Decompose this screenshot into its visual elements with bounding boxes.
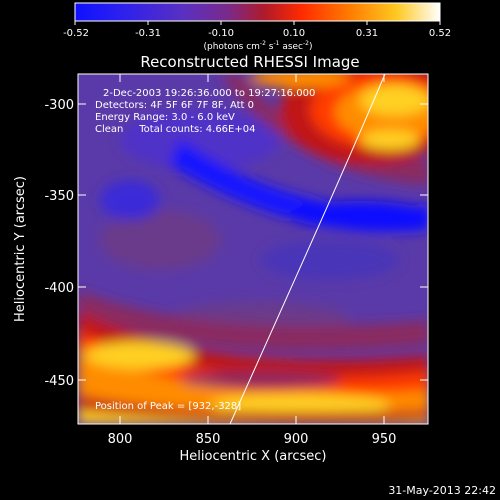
colorbar-tick-label: 0.31 bbox=[356, 28, 378, 39]
colorbar-ticks bbox=[74, 21, 441, 25]
footer-timestamp: 31-May-2013 22:42 bbox=[388, 484, 496, 497]
colorbar-tick-label: 0.52 bbox=[429, 28, 451, 39]
colorbar-tick-label: -0.52 bbox=[63, 28, 89, 39]
solar-limb-line bbox=[229, 74, 386, 424]
info-line-energy: Energy Range: 3.0 - 6.0 keV bbox=[95, 112, 235, 123]
rhessi-image bbox=[78, 74, 428, 424]
colorbar: -0.52 -0.31 -0.10 0.10 0.31 0.52 (photon… bbox=[63, 2, 451, 52]
info-line-time: 2-Dec-2003 19:26:36.000 to 19:27:16.000 bbox=[103, 88, 315, 99]
y-tick-label: -400 bbox=[44, 281, 74, 296]
plot-title: Reconstructed RHESSI Image bbox=[140, 53, 359, 71]
y-tick-label: -450 bbox=[44, 374, 74, 389]
colorbar-tick-label: -0.31 bbox=[135, 28, 161, 39]
colorbar-tick-label: -0.10 bbox=[208, 28, 234, 39]
colorbar-gradient bbox=[74, 2, 441, 22]
plot-frame bbox=[77, 73, 429, 425]
info-line-counts: Clean Total counts: 4.66E+04 bbox=[95, 124, 255, 135]
x-tick-label: 850 bbox=[196, 432, 221, 447]
colorbar-units: (photons cm-2 s-1 asec-2) bbox=[203, 40, 312, 52]
y-tick-label: -300 bbox=[44, 98, 74, 113]
peak-position-label: Position of Peak = [932,-328] bbox=[95, 401, 241, 412]
x-tick-label: 950 bbox=[372, 432, 397, 447]
y-axis-label: Heliocentric Y (arcsec) bbox=[13, 176, 28, 322]
colorbar-tick-label: 0.10 bbox=[283, 28, 305, 39]
info-line-detectors: Detectors: 4F 5F 6F 7F 8F, Att 0 bbox=[95, 100, 254, 111]
y-tick-label: -350 bbox=[44, 189, 74, 204]
x-tick-label: 800 bbox=[108, 432, 133, 447]
x-axis-label: Heliocentric X (arcsec) bbox=[180, 449, 327, 464]
observation-info: 2-Dec-2003 19:26:36.000 to 19:27:16.000 … bbox=[95, 88, 315, 135]
x-tick-label: 900 bbox=[284, 432, 309, 447]
